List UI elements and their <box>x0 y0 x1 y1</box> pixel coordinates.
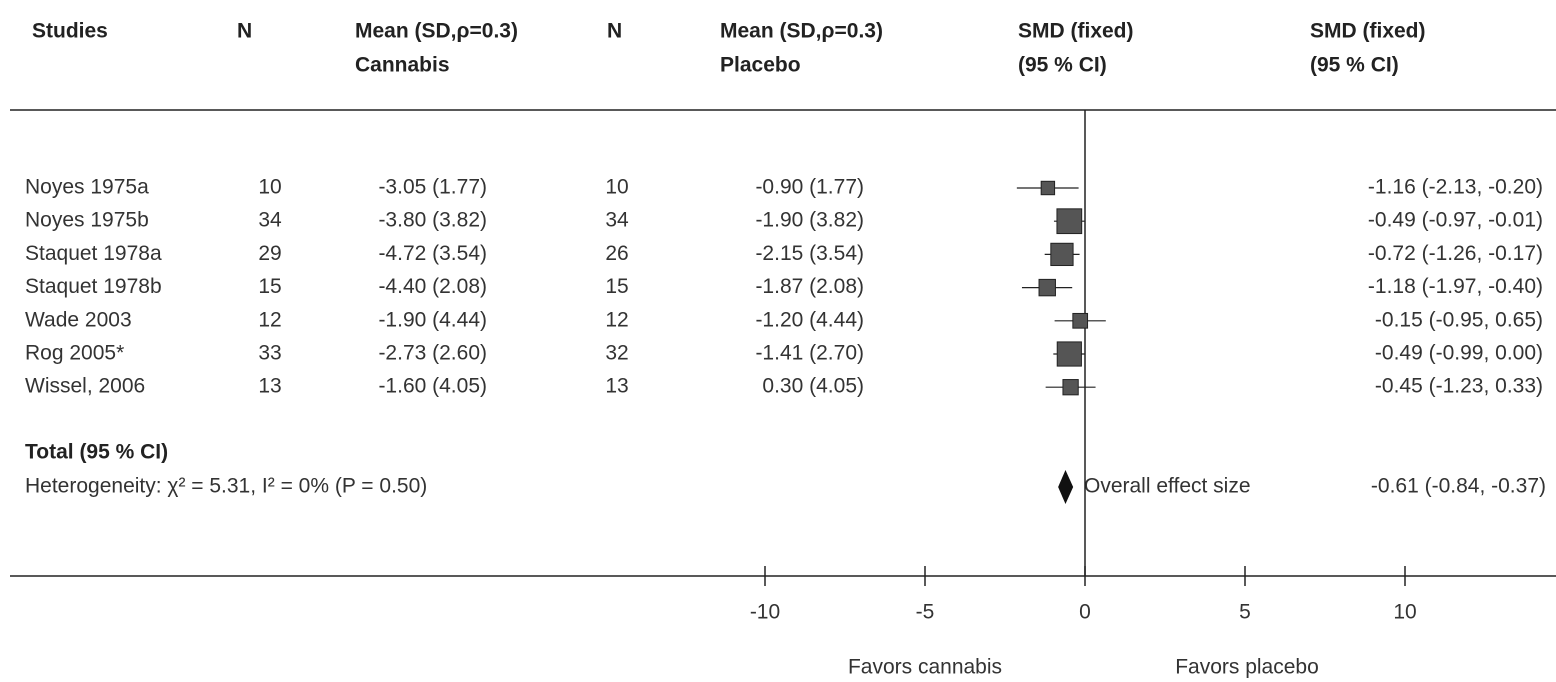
study-name: Staquet 1978a <box>25 242 162 265</box>
x-label-right: Favors placebo <box>1175 656 1319 679</box>
total-label: Total (95 % CI) <box>25 441 168 464</box>
column-header: SMD (fixed) <box>1310 20 1426 43</box>
effect-square <box>1038 278 1056 297</box>
n-cannabis: 10 <box>258 176 281 199</box>
x-tick-label: 0 <box>1079 601 1091 624</box>
mean-placebo: -1.90 (3.82) <box>755 209 864 232</box>
study-name: Rog 2005* <box>25 342 124 365</box>
study-name: Noyes 1975b <box>25 209 149 232</box>
mean-cannabis: -1.90 (4.44) <box>378 308 487 331</box>
effect-square <box>1056 341 1082 367</box>
mean-placebo: -1.87 (2.08) <box>755 275 864 298</box>
mean-cannabis: -4.40 (2.08) <box>378 275 487 298</box>
effect-square <box>1050 242 1074 267</box>
effect-square <box>1040 180 1056 196</box>
study-name: Noyes 1975a <box>25 176 149 199</box>
total-value-label: -0.61 (-0.84, -0.37) <box>1371 475 1546 498</box>
column-header: N <box>607 20 622 43</box>
n-placebo: 15 <box>605 275 628 298</box>
n-cannabis: 13 <box>258 375 281 398</box>
study-name: Wade 2003 <box>25 308 132 331</box>
study-name: Staquet 1978b <box>25 275 162 298</box>
smd-label: -1.18 (-1.97, -0.40) <box>1368 275 1543 298</box>
x-tick-label: 10 <box>1393 601 1416 624</box>
mean-placebo: -2.15 (3.54) <box>755 242 864 265</box>
n-cannabis: 15 <box>258 275 281 298</box>
x-tick-label: -10 <box>750 601 780 624</box>
mean-cannabis: -3.05 (1.77) <box>378 176 487 199</box>
column-header: (95 % CI) <box>1018 54 1107 77</box>
effect-square <box>1072 312 1089 329</box>
n-cannabis: 34 <box>258 209 282 232</box>
overall-annotation: Overall effect size <box>1084 475 1251 498</box>
n-cannabis: 29 <box>258 242 281 265</box>
study-name: Wissel, 2006 <box>25 375 145 398</box>
mean-placebo: -0.90 (1.77) <box>755 176 864 199</box>
smd-label: -0.45 (-1.23, 0.33) <box>1375 375 1543 398</box>
smd-label: -0.15 (-0.95, 0.65) <box>1375 308 1543 331</box>
smd-label: -0.49 (-0.97, -0.01) <box>1368 209 1543 232</box>
mean-placebo: -1.20 (4.44) <box>755 308 864 331</box>
n-placebo: 32 <box>605 342 628 365</box>
smd-label: -0.49 (-0.99, 0.00) <box>1375 342 1543 365</box>
column-header: Placebo <box>720 54 801 77</box>
column-header: Studies <box>32 20 108 43</box>
n-placebo: 10 <box>605 176 628 199</box>
n-placebo: 12 <box>605 308 628 331</box>
mean-cannabis: -4.72 (3.54) <box>378 242 487 265</box>
n-placebo: 26 <box>605 242 628 265</box>
mean-placebo: -1.41 (2.70) <box>755 342 864 365</box>
column-header: N <box>237 20 252 43</box>
column-header: SMD (fixed) <box>1018 20 1134 43</box>
n-placebo: 34 <box>605 209 629 232</box>
x-tick-label: -5 <box>916 601 935 624</box>
smd-label: -1.16 (-2.13, -0.20) <box>1368 176 1543 199</box>
heterogeneity: Heterogeneity: χ² = 5.31, I² = 0% (P = 0… <box>25 475 427 498</box>
effect-square <box>1062 379 1079 396</box>
mean-cannabis: -3.80 (3.82) <box>378 209 487 232</box>
column-header: (95 % CI) <box>1310 54 1399 77</box>
x-tick-label: 5 <box>1239 601 1251 624</box>
effect-square <box>1056 208 1083 235</box>
mean-placebo: 0.30 (4.05) <box>762 375 864 398</box>
mean-cannabis: -1.60 (4.05) <box>378 375 487 398</box>
column-header: Mean (SD,ρ=0.3) <box>720 20 883 43</box>
total-diamond <box>1058 470 1074 504</box>
smd-label: -0.72 (-1.26, -0.17) <box>1368 242 1543 265</box>
column-header: Cannabis <box>355 54 450 77</box>
x-label-left: Favors cannabis <box>848 656 1002 679</box>
column-header: Mean (SD,ρ=0.3) <box>355 20 518 43</box>
n-cannabis: 12 <box>258 308 281 331</box>
mean-cannabis: -2.73 (2.60) <box>378 342 487 365</box>
n-cannabis: 33 <box>258 342 281 365</box>
n-placebo: 13 <box>605 375 628 398</box>
